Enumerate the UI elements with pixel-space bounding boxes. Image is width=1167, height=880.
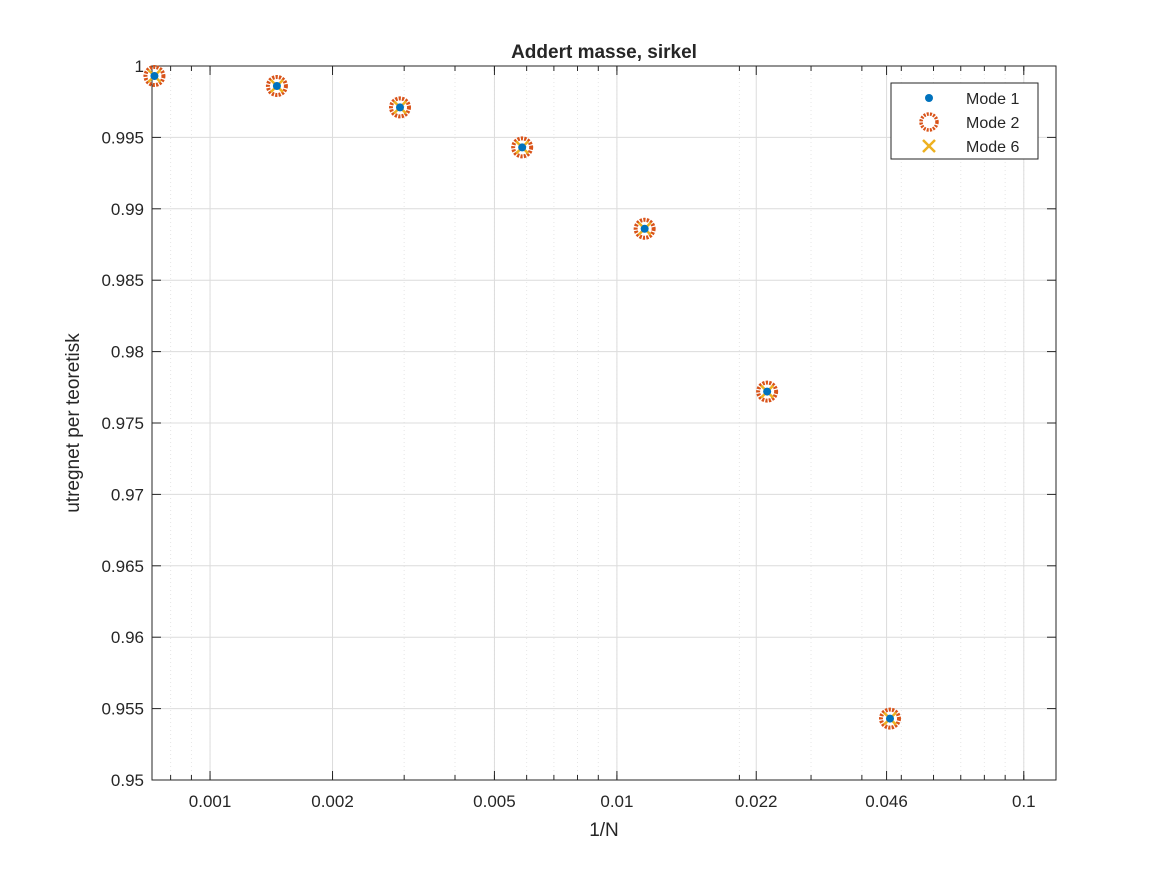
x-tick-label: 0.002 [311, 792, 354, 811]
chart-title: Addert masse, sirkel [511, 42, 697, 63]
data-point-mode-1 [150, 71, 159, 80]
x-axis-label: 1/N [589, 820, 619, 841]
x-tick-label: 0.022 [735, 792, 778, 811]
data-point-mode-2 [633, 217, 656, 240]
y-tick-label: 0.98 [111, 343, 144, 362]
y-axis-label: utregnet per teoretisk [63, 333, 84, 513]
legend-label: Mode 2 [966, 115, 1019, 132]
x-tick-label: 0.1 [1012, 792, 1036, 811]
y-tick-label: 0.965 [101, 557, 144, 576]
legend: Mode 1 Mode 2 Mode 6 [890, 82, 1039, 160]
legend-entry: Mode 2 [919, 112, 1019, 132]
data-point-mode-1 [763, 387, 772, 396]
y-tick-label: 0.99 [111, 200, 144, 219]
data-point-mode-1 [640, 224, 649, 233]
legend-marker-circle [919, 112, 939, 132]
x-tick-label: 0.005 [473, 792, 516, 811]
data-point-mode-2 [756, 380, 779, 403]
legend-marker-dot [925, 94, 933, 102]
legend-entry: Mode 6 [922, 139, 1019, 156]
x-tick-label: 0.01 [600, 792, 633, 811]
series-mode-1 [150, 71, 894, 723]
data-marks [143, 64, 901, 730]
data-point-mode-1 [272, 81, 281, 90]
data-point-mode-2 [878, 707, 901, 730]
data-point-mode-1 [396, 103, 405, 112]
data-point-mode-2 [511, 136, 534, 159]
y-tick-label: 0.97 [111, 485, 144, 504]
y-tick-label: 0.985 [101, 271, 144, 290]
y-tick-label: 0.96 [111, 628, 144, 647]
series-mode-2 [143, 64, 901, 730]
y-tick-label: 0.975 [101, 414, 144, 433]
legend-box [890, 82, 1039, 160]
ticks: 0.001 0.002 0.005 0.01 0.022 0.046 0.1 0.95 0.95… [101, 57, 1056, 811]
data-point-mode-2 [143, 64, 166, 87]
data-point-mode-1 [885, 714, 894, 723]
data-point-mode-1 [518, 143, 527, 152]
data-point-mode-2 [389, 96, 412, 119]
y-tick-label: 0.995 [101, 128, 144, 147]
data-point-mode-2 [265, 74, 288, 97]
legend-label: Mode 6 [966, 139, 1019, 156]
legend-label: Mode 1 [966, 91, 1019, 108]
y-tick-label: 0.95 [111, 771, 144, 790]
x-tick-label: 0.046 [865, 792, 908, 811]
y-tick-label: 0.955 [101, 700, 144, 719]
legend-entry: Mode 1 [925, 91, 1019, 108]
x-tick-label: 0.001 [189, 792, 232, 811]
legend-marker-x [922, 139, 936, 153]
y-tick-label: 1 [135, 57, 144, 76]
